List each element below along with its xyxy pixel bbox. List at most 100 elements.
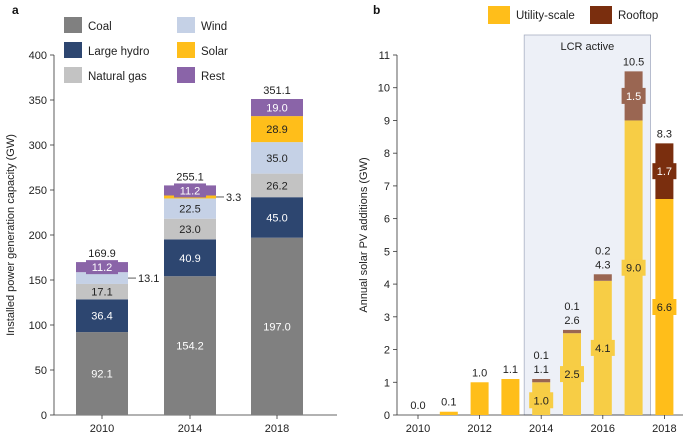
panel-a-bar-total-label: 351.1	[263, 85, 291, 97]
panel-a-y-tick-label: 350	[29, 95, 47, 107]
panel-a-bar-segment-natural-gas	[164, 218, 216, 240]
panel-b-y-tick-label: 10	[378, 83, 390, 95]
panel-b-bar-total-label: 2.6	[564, 315, 579, 327]
panel-b-bar-total-label: 1.0	[472, 367, 487, 379]
panel-a-legend-swatch-natural-gas	[64, 67, 82, 83]
panel-a-segment-value-label: 154.2	[176, 341, 204, 353]
panel-b-y-tick-label: 4	[384, 279, 390, 291]
panel-b-bar-utility-scale	[439, 411, 458, 415]
panel-b-y-tick-label: 2	[384, 345, 390, 357]
panel-b-x-tick-label: 2018	[652, 423, 676, 435]
panel-a-segment-value-label: 23.0	[179, 224, 200, 236]
panel-a-segment-value-label: 35.0	[266, 153, 287, 165]
panel-b-legend-label: Utility-scale	[516, 10, 575, 22]
panel-a-segment-value-label: 40.9	[179, 253, 200, 265]
panel-b-rooftop-value-label: 0.1	[534, 350, 549, 362]
panel-b-legend-swatch-utility-scale	[488, 6, 510, 24]
panel-a-segment-value-label: 197.0	[263, 321, 291, 333]
panel-a-bar-segment-coal	[76, 332, 128, 415]
panel-b-y-tick-label: 5	[384, 246, 390, 258]
panel-a-segment-value-label: 26.2	[266, 180, 287, 192]
panel-b-y-tick-label: 3	[384, 312, 390, 324]
panel-a-legend-label: Natural gas	[88, 71, 147, 83]
panel-b-value-label-box	[652, 299, 677, 315]
panel-a-bar-segment-wind	[164, 198, 216, 219]
panel-a-legend-label: Solar	[201, 46, 228, 58]
panel-b-segment-value-label: 1.7	[657, 166, 672, 178]
panel-b-segment-value-label: 1.5	[626, 91, 641, 103]
panel-b-y-tick-label: 7	[384, 181, 390, 193]
panel-a-y-tick-label: 300	[29, 140, 47, 152]
panel-b-segment-value-label: 6.6	[657, 302, 672, 314]
panel-b-bar-total-label: 10.5	[623, 56, 644, 68]
panel-a-bar-segment-solar	[251, 116, 303, 143]
panel-b-x-tick-label: 2014	[529, 423, 553, 435]
panel-b-segment-value-label: 9.0	[626, 263, 641, 275]
panel-a-y-tick-label: 400	[29, 50, 47, 62]
panel-b-y-tick-label: 1	[384, 377, 390, 389]
panel-b-label: b	[373, 3, 380, 17]
panel-a-bar-segment-wind	[76, 272, 128, 284]
panel-a-y-axis-title: Installed power generation capacity (GW)	[5, 134, 17, 336]
panel-b-bar-rooftop	[532, 379, 551, 383]
panel-a-segment-value-label: 13.1	[138, 273, 159, 285]
panel-b-bar-rooftop	[563, 329, 581, 334]
panel-b-bar-total-label: 8.3	[657, 128, 672, 140]
panel-a-y-tick-label: 250	[29, 185, 47, 197]
panel-b-bar-total-label: 1.1	[534, 364, 549, 376]
panel-a-bar-segment-coal	[164, 276, 216, 415]
panel-b-segment-value-label: 1.0	[534, 395, 549, 407]
panel-a-legend-label: Large hydro	[88, 46, 149, 58]
panel-a-y-tick-label: 0	[41, 410, 47, 422]
panel-b-y-tick-label: 6	[384, 214, 390, 226]
panel-a-segment-value-label: 11.2	[92, 262, 113, 274]
panel-b-legend-label: Rooftop	[618, 10, 658, 22]
panel-b-segment-value-label: 2.5	[564, 369, 579, 381]
panel-a-bar-segment-large-hydro	[164, 239, 216, 277]
panel-a-rest-label-box	[86, 260, 118, 275]
panel-b-y-axis-title: Annual solar PV additions (GW)	[358, 157, 370, 312]
panel-a-segment-value-label: 22.5	[179, 204, 200, 216]
panel-b-lcr-active-label: LCR active	[561, 41, 615, 53]
panel-a-y-tick-label: 100	[29, 320, 47, 332]
panel-a-bar-segment-large-hydro	[76, 299, 128, 333]
panel-b-value-label-box	[560, 366, 584, 383]
panel-a-legend-label: Wind	[201, 21, 227, 33]
panel-a-bar-total-label: 169.9	[88, 248, 116, 260]
panel-a-legend-swatch-large-hydro	[64, 42, 82, 58]
panel-a-bar-segment-natural-gas	[251, 173, 303, 198]
panel-b-bar-rooftop	[593, 274, 612, 281]
panel-b-bar-total-label: 0.1	[441, 397, 456, 409]
panel-b-x-tick-label: 2010	[406, 423, 430, 435]
panel-b-bar-utility-scale	[501, 379, 520, 415]
panel-b-bar-total-label: 0.0	[410, 400, 425, 412]
panel-a-y-tick-label: 150	[29, 275, 47, 287]
panel-b-bar-total-label: 4.3	[595, 259, 610, 271]
panel-a-segment-value-label: 92.1	[91, 369, 112, 381]
panel-a-rest-label-box	[174, 183, 206, 198]
panel-b-y-tick-label: 9	[384, 115, 390, 127]
panel-a-y-tick-label: 200	[29, 230, 47, 242]
panel-b-value-label-box	[621, 259, 646, 276]
panel-a-x-tick-label: 2014	[178, 423, 202, 435]
panel-a-segment-value-label: 3.3	[226, 192, 241, 204]
panel-a-label: a	[12, 3, 19, 17]
panel-a-segment-value-label: 19.0	[266, 103, 287, 115]
panel-a-rest-label-box	[261, 100, 293, 115]
panel-b-segment-value-label: 4.1	[595, 343, 610, 355]
panel-a-segment-value-label: 17.1	[91, 287, 112, 299]
panel-a-segment-value-label: 36.4	[91, 311, 112, 323]
panel-a-x-tick-label: 2010	[90, 423, 114, 435]
panel-b-value-label-box	[621, 87, 646, 104]
panel-a-bar-segment-natural-gas	[76, 283, 128, 300]
panel-a-segment-value-label: 45.0	[266, 212, 287, 224]
panel-a-legend-swatch-solar	[177, 42, 195, 58]
panel-a-x-tick-label: 2018	[265, 423, 289, 435]
panel-b-bar-total-label: 1.1	[503, 364, 518, 376]
panel-a-legend-label: Rest	[201, 71, 225, 83]
panel-b-rooftop-value-label: 0.2	[595, 245, 610, 257]
panel-a-legend-swatch-wind	[177, 17, 195, 33]
panel-b-value-label-box	[652, 163, 677, 180]
panel-a-segment-value-label: 11.2	[180, 185, 201, 197]
